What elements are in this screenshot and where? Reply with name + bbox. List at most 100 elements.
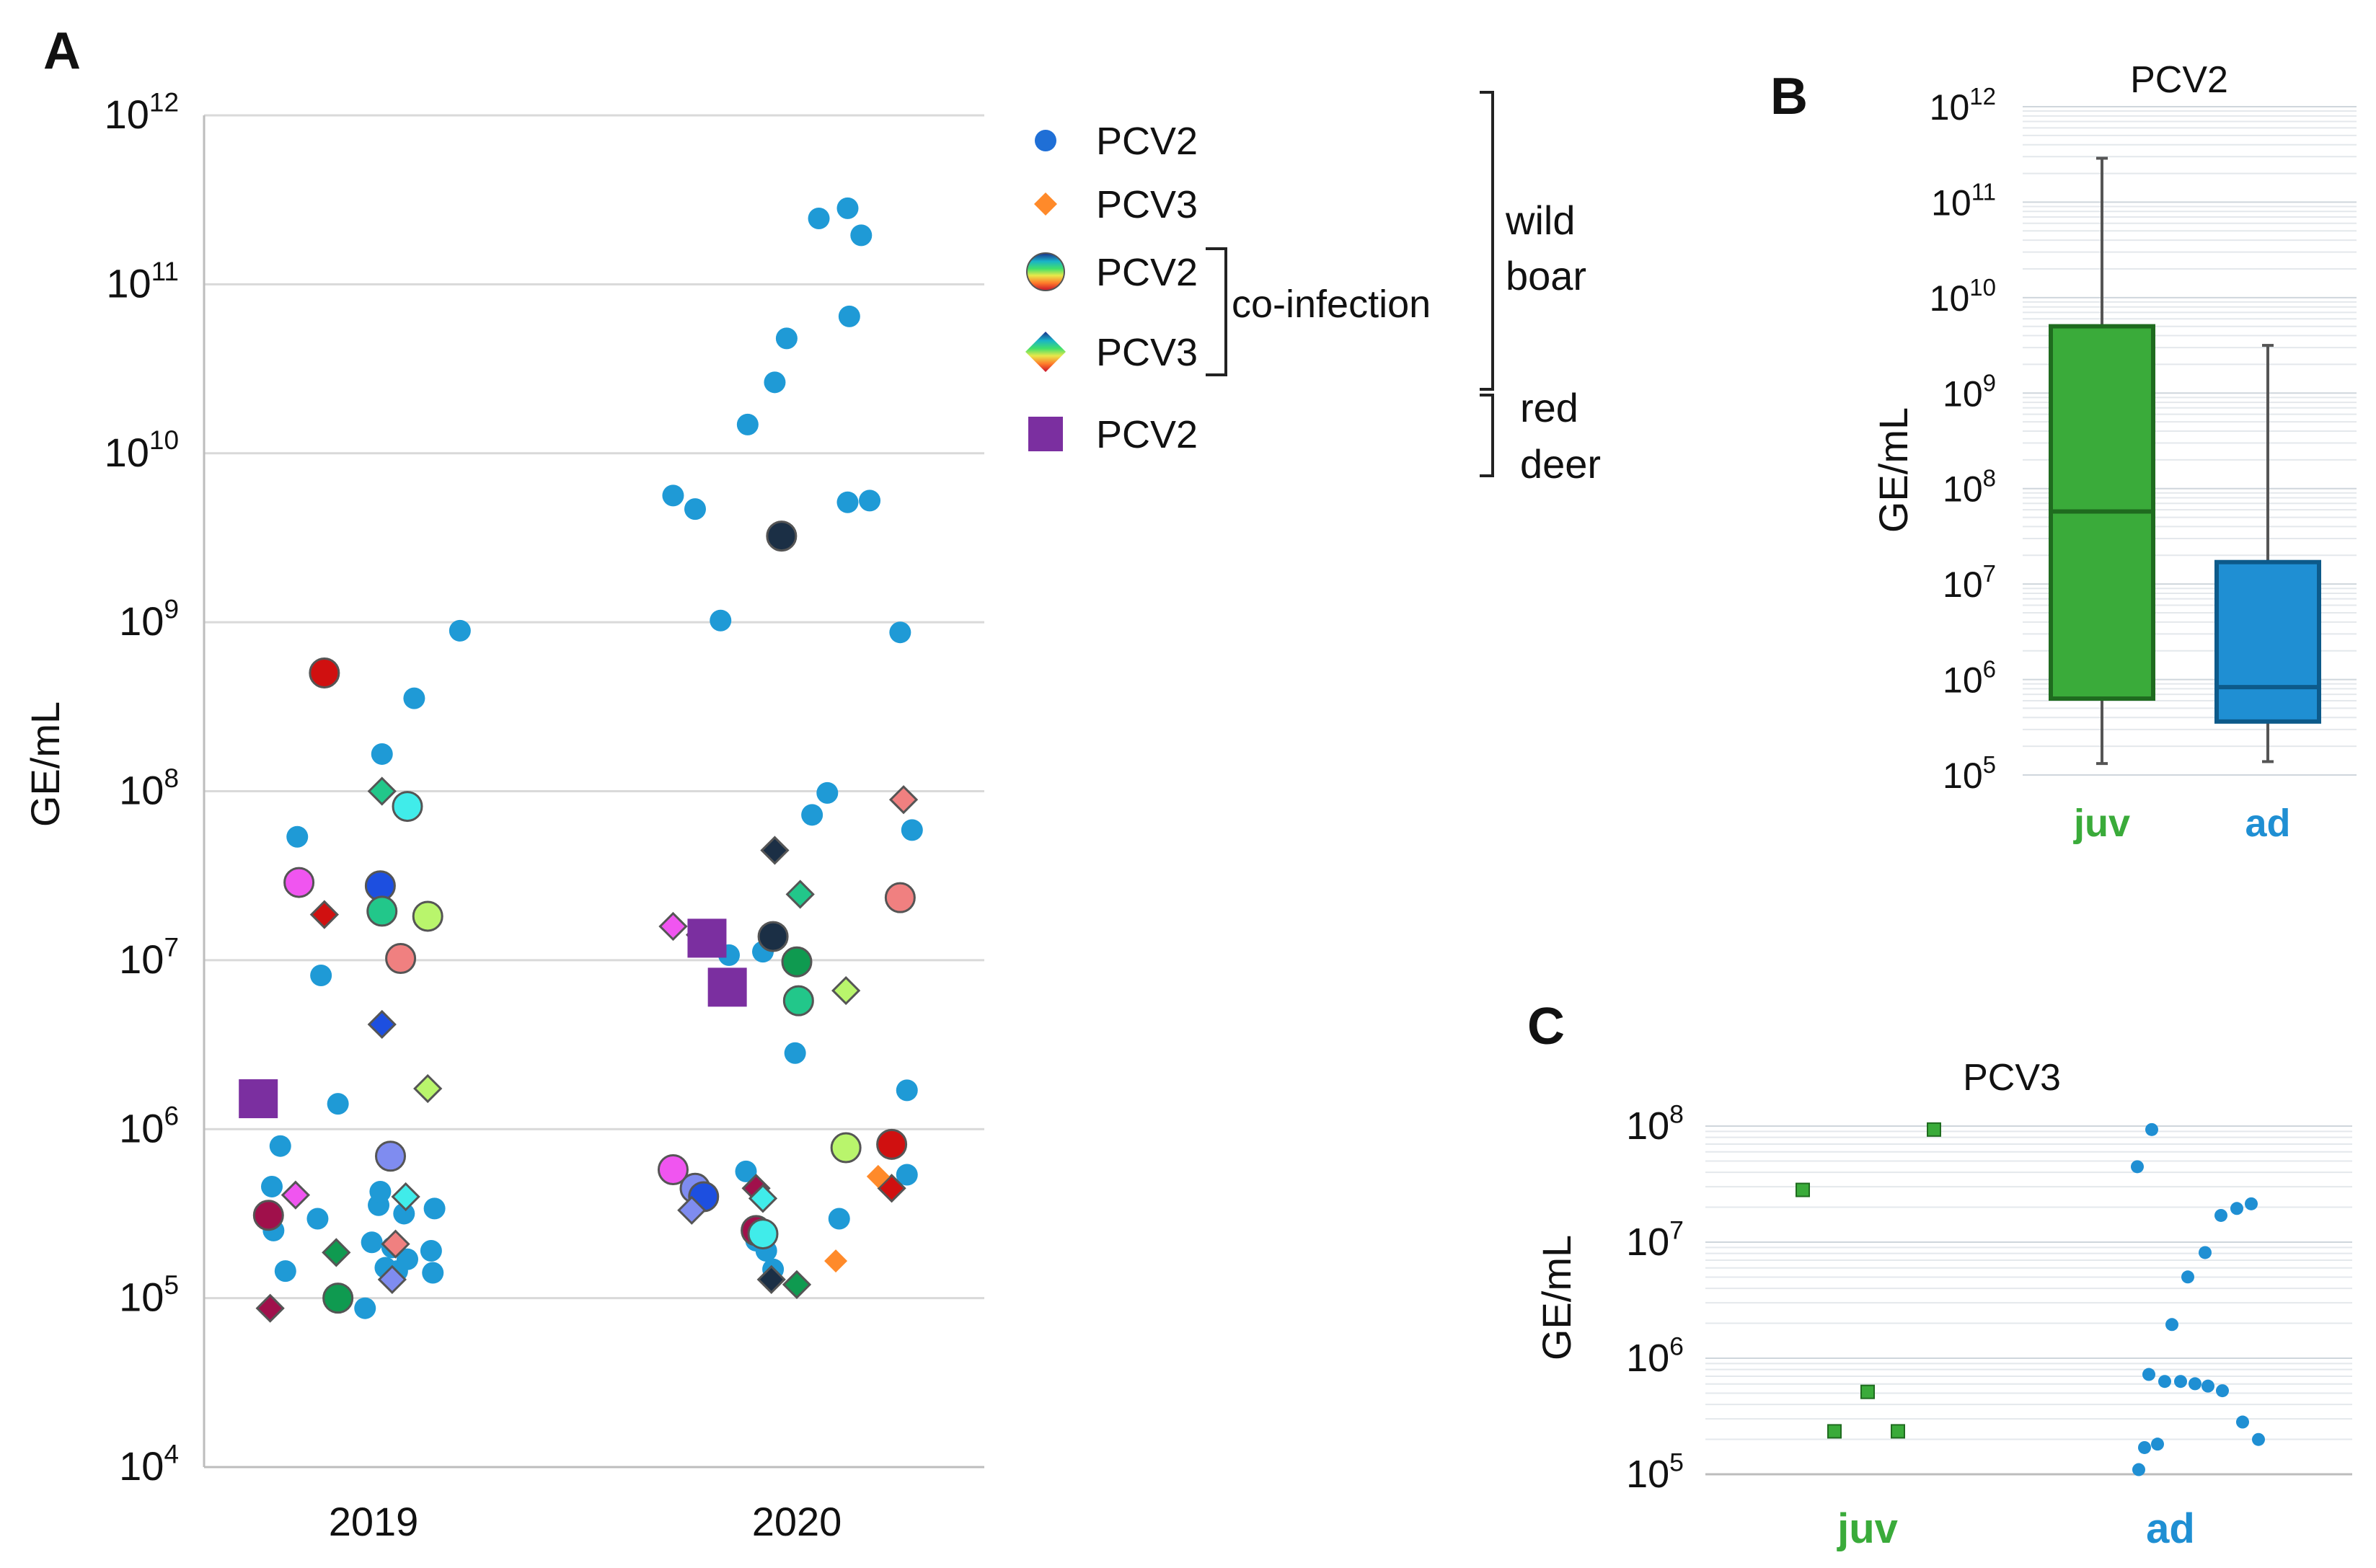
y-tick-label: 104 [119, 1439, 179, 1489]
data-point [377, 1264, 407, 1294]
panel-a-legend: PCV2 PCV3 PCV2 PCV3 PCV2 co-infection wild b… [1025, 91, 1601, 487]
data-point [784, 1042, 806, 1064]
data-point-juv [1827, 1424, 1842, 1439]
data-point [261, 1175, 283, 1197]
data-point-ad [2145, 1122, 2158, 1136]
y-tick-label: 106 [1943, 656, 1996, 701]
data-point-juv [1891, 1424, 1905, 1439]
data-point [677, 1195, 707, 1225]
data-point [736, 413, 759, 435]
data-point [859, 490, 881, 512]
data-point [687, 918, 727, 958]
data-point [896, 1079, 918, 1102]
data-point [367, 776, 397, 806]
data-point [828, 1208, 850, 1230]
data-point [354, 1297, 376, 1319]
data-point [781, 946, 813, 978]
data-point-ad [2151, 1438, 2164, 1451]
panel-b-x-ticks: juv ad [2073, 802, 2291, 845]
panel-label-c: C [1527, 998, 1565, 1055]
legend-label: PCV2 [1096, 120, 1198, 163]
panel-a-axes [203, 115, 984, 1469]
data-point [707, 967, 747, 1007]
legend-marker [1034, 192, 1057, 216]
y-tick-label: 105 [1943, 751, 1996, 796]
data-point [412, 900, 443, 932]
y-tick-label: 109 [1943, 369, 1996, 414]
y-tick-label: 105 [119, 1270, 179, 1320]
data-point [748, 1184, 778, 1213]
data-point-ad [2138, 1440, 2151, 1454]
data-point [392, 791, 423, 823]
legend-label: PCV3 [1096, 183, 1198, 226]
data-point [658, 911, 688, 942]
data-point [838, 305, 860, 327]
y-tick-label: 108 [1943, 465, 1996, 510]
data-point [397, 1248, 418, 1270]
data-point [327, 1093, 349, 1115]
panel-a-x-ticks: 2019 2020 [329, 1499, 842, 1544]
data-point-ad [2216, 1384, 2229, 1398]
data-point [309, 657, 340, 688]
data-point [850, 224, 873, 247]
panel-b-boxes [2049, 156, 2321, 766]
data-point-ad [2132, 1463, 2145, 1476]
data-point [361, 1231, 383, 1254]
box-ad [2214, 559, 2321, 724]
data-point [309, 900, 339, 929]
legend-marker [1028, 417, 1063, 451]
data-point [371, 743, 393, 765]
y-tick-label: 1011 [1931, 178, 1996, 223]
data-point-ad [2236, 1415, 2249, 1429]
y-tick-label: 1010 [1930, 274, 1996, 319]
x-tick-label-2019: 2019 [329, 1499, 419, 1544]
data-point [782, 1270, 812, 1300]
data-point [901, 819, 923, 841]
panel-c-y-ticks: 105 106 107 108 [1626, 1099, 1684, 1496]
data-point-ad [2158, 1375, 2171, 1388]
data-point [831, 975, 861, 1006]
data-point-ad [2189, 1377, 2201, 1391]
panel-a-y-axis-label: GE/mL [22, 701, 68, 827]
data-point [322, 1238, 351, 1267]
y-tick-label: 107 [1626, 1215, 1684, 1264]
data-point [274, 1260, 296, 1283]
data-point [808, 207, 830, 229]
y-tick-label: 1011 [106, 257, 179, 306]
y-tick-label: 107 [119, 932, 179, 982]
panel-b-y-ticks: 105 106 107 108 109 1010 1011 1012 [1930, 83, 1996, 796]
data-point [747, 1218, 779, 1250]
data-point [884, 882, 916, 913]
data-point [876, 1128, 908, 1160]
red-deer-label-line1: red [1520, 385, 1578, 430]
data-point [896, 1164, 918, 1186]
data-point [684, 498, 706, 521]
data-point [403, 687, 425, 709]
data-point-ad [2201, 1379, 2214, 1393]
data-point [310, 964, 332, 986]
data-point [836, 197, 859, 219]
legend-label: PCV2 [1096, 413, 1198, 456]
data-point [369, 1180, 392, 1202]
data-point [306, 1208, 329, 1230]
data-point-ad [2230, 1202, 2243, 1215]
data-point [782, 985, 814, 1016]
data-point-ad [2245, 1197, 2258, 1210]
y-tick-label: 108 [119, 763, 179, 813]
panel-b: B PCV2 105 106 107 108 109 1010 1011 1012 GE/mL… [1770, 59, 2357, 845]
red-deer-bracket [1480, 394, 1494, 477]
legend-marker [1026, 252, 1065, 291]
wild-boar-label-line1: wild [1505, 198, 1575, 243]
data-point [824, 1249, 848, 1273]
y-tick-label: 1010 [105, 425, 179, 475]
y-tick-label: 107 [1943, 560, 1996, 605]
panel-a-y-ticks: 104 105 106 107 108 109 1010 1011 1012 [105, 87, 179, 1489]
panel-c-x-ticks: juv ad [1837, 1505, 2195, 1552]
data-point [269, 1135, 291, 1157]
panel-c: C PCV3 105 106 107 108 GE/mL juv ad [1527, 998, 2352, 1552]
data-point [239, 1079, 278, 1119]
data-point [281, 1180, 311, 1210]
data-point-ad [2142, 1368, 2155, 1381]
y-tick-label: 106 [119, 1102, 179, 1151]
data-point [422, 1262, 444, 1284]
